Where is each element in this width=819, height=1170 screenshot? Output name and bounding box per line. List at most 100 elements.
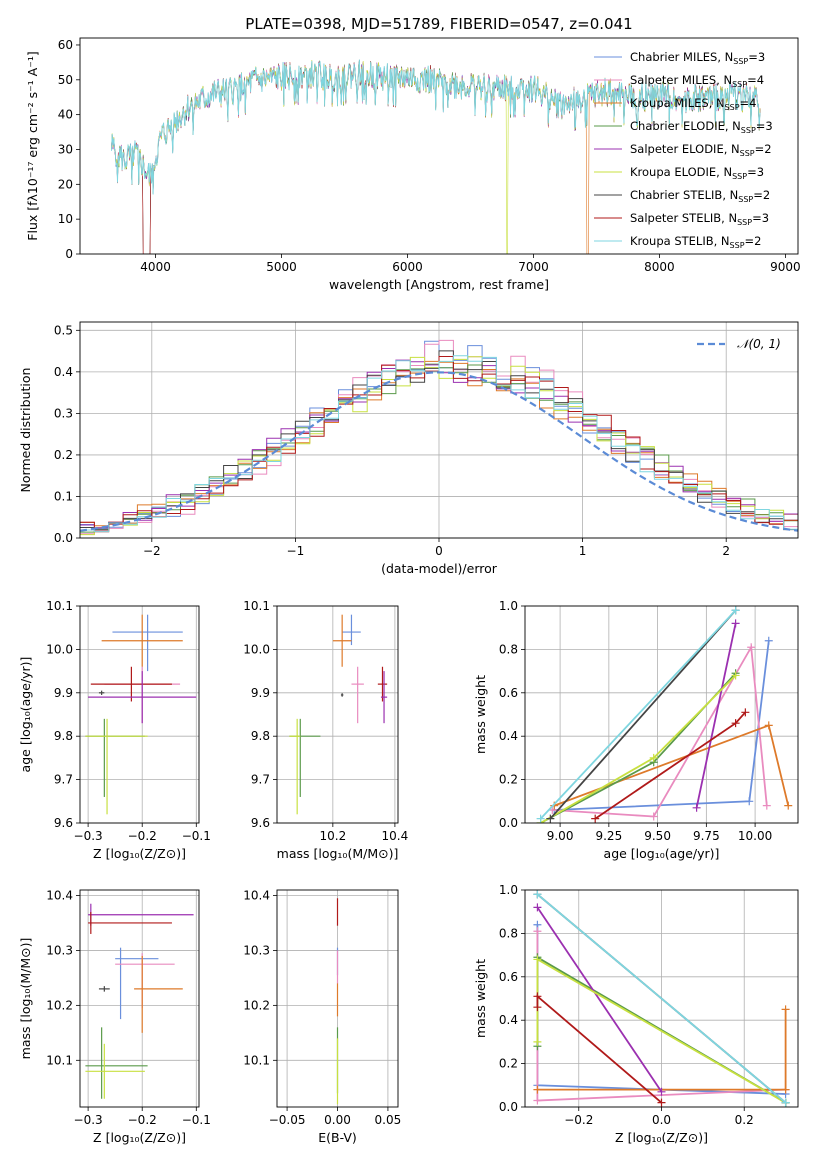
- y-tick-label: 10.1: [46, 1053, 73, 1067]
- plot-area: [85, 903, 194, 1099]
- spectrum-panel: 4000 5000 6000 7000 8000 9000 0 10 20 30 40 50 60 wav…: [25, 37, 801, 292]
- series-chabrier-stelib: [546, 606, 740, 823]
- legend-entry-normal: 𝒩(0, 1): [737, 337, 781, 351]
- errorbar-kroupa-elodie: [85, 718, 148, 815]
- marker: [533, 992, 542, 1001]
- axes-frame: [524, 605, 799, 824]
- y-tick-label: 20: [58, 177, 73, 191]
- y-tick-label: 10: [58, 212, 73, 226]
- x-tick-label: 10.00: [738, 829, 772, 843]
- x-tick-label: 0.2: [735, 1113, 754, 1127]
- errorbar-chabrier-elodie: [85, 1027, 148, 1099]
- series-salpeter-elodie: [533, 903, 666, 1096]
- marker: [533, 1085, 542, 1094]
- errorbar-kroupa-miles: [134, 955, 183, 1033]
- mass-vs-ebv-panel: −0.05 0.00 0.05 10.1 10.2 10.3 10.4 E(B-V): [243, 888, 401, 1145]
- errorbar-chabrier-miles: [115, 947, 159, 1020]
- y-tick-label: 0.0: [499, 1100, 518, 1114]
- y-axis-label: age [log₁₀(age/yr)]: [18, 657, 33, 773]
- grid: [277, 605, 398, 824]
- x-tick-label: −0.3: [74, 829, 103, 843]
- x-axis-label: mass [log₁₀(M/M⊙)]: [277, 846, 399, 861]
- y-tick-label: 9.8: [251, 729, 270, 743]
- y-tick-label: 10.3: [46, 943, 73, 957]
- marker: [781, 1085, 790, 1094]
- errorbar-salpeter-stelib: [88, 911, 172, 934]
- marker: [745, 797, 754, 806]
- marker: [657, 1087, 666, 1096]
- marker: [657, 1098, 666, 1107]
- axes-frame: [524, 889, 799, 1108]
- y-tick-label: 0.8: [499, 926, 518, 940]
- x-tick-label: 9.00: [547, 829, 574, 843]
- y-tick-label: 0.6: [499, 970, 518, 984]
- y-axis-label: Flux [fλ10⁻¹⁷ erg cm⁻² s⁻¹ A⁻¹]: [25, 51, 40, 240]
- x-tick-label: −1: [287, 544, 305, 558]
- axes-frame: [276, 889, 399, 1108]
- y-tick-label: 0.8: [499, 642, 518, 656]
- mass-vs-metallicity-panel: −0.3 −0.2 −0.1 10.1 10.2 10.3 10.4 Z [log₁₀(Z/Z…: [18, 888, 211, 1145]
- y-tick-label: 0.4: [499, 1013, 518, 1027]
- x-tick-label: −0.2: [564, 1113, 593, 1127]
- y-tick-label: 9.7: [54, 773, 73, 787]
- y-tick-label: 9.7: [251, 773, 270, 787]
- axes-frame: [79, 321, 799, 539]
- residuals-panel: −2 −1 0 1 2 0.0 0.1 0.2 0.3 0.4 0.5 (data-model)/er…: [18, 321, 799, 576]
- y-tick-label: 0.1: [54, 489, 73, 503]
- x-tick-label: −0.1: [182, 1113, 211, 1127]
- y-tick-label: 10.0: [46, 642, 73, 656]
- x-tick-label: 0.0: [652, 1113, 671, 1127]
- marker: [731, 619, 740, 628]
- x-tick-label: 10.2: [319, 829, 346, 843]
- figure-title: PLATE=0398, MJD=51789, FIBERID=0547, z=0…: [245, 15, 632, 33]
- x-tick-label: 0.00: [324, 1113, 351, 1127]
- marker: [533, 1037, 542, 1046]
- ticks: −0.2 0.0 0.2 0.0 0.2 0.4 0.6 0.8 1.0: [499, 883, 754, 1127]
- x-tick-label: 5000: [266, 260, 297, 274]
- marker: [692, 803, 701, 812]
- y-tick-label: 0.0: [54, 531, 73, 545]
- marker: [533, 903, 542, 912]
- marker: [533, 955, 542, 964]
- x-tick-label: 6000: [392, 260, 423, 274]
- marker: [533, 927, 542, 936]
- y-tick-label: 0: [65, 247, 73, 261]
- ticks: −0.3 −0.2 −0.1 10.1 10.2 10.3 10.4: [46, 888, 211, 1127]
- x-axis-label: age [log₁₀(age/yr)]: [604, 846, 720, 861]
- x-tick-label: 0.05: [375, 1113, 402, 1127]
- x-tick-label: 9000: [770, 260, 801, 274]
- errorbar-chabrier-miles: [112, 614, 183, 672]
- marker: [731, 606, 740, 615]
- errorbar-chabrier-elodie: [289, 718, 321, 797]
- y-tick-label: 10.0: [243, 642, 270, 656]
- x-tick-label: 1: [579, 544, 587, 558]
- x-tick-label: 9.50: [644, 829, 671, 843]
- series-salpeter-miles: [548, 643, 771, 821]
- errorbar-salpeter-elodie: [380, 671, 388, 724]
- y-axis-label: Normed distribution: [18, 368, 33, 493]
- x-tick-label: −0.05: [269, 1113, 306, 1127]
- marker: [741, 708, 750, 717]
- y-axis-label: mass [log₁₀(M/M⊙)]: [18, 938, 33, 1060]
- x-tick-label: −0.2: [128, 829, 157, 843]
- plot-area: [289, 614, 388, 815]
- legend-entry-salpeter-stelib: Salpeter STELIB, NSSP=3: [630, 211, 769, 227]
- marker: [546, 814, 555, 823]
- y-tick-label: 9.9: [251, 686, 270, 700]
- histogram-chabrier-stelib: [80, 350, 798, 531]
- spectrum-line-kroupa-miles: [111, 61, 761, 254]
- x-tick-label: −0.3: [74, 1113, 103, 1127]
- y-tick-label: 40: [58, 108, 73, 122]
- marker: [649, 753, 658, 762]
- weight-vs-metallicity-panel: −0.2 0.0 0.2 0.0 0.2 0.4 0.6 0.8 1.0 Z [log₁₀(Z/Z…: [473, 883, 799, 1145]
- spectrum-line-chabrier-stelib: [111, 60, 761, 254]
- marker: [781, 1005, 790, 1014]
- y-tick-label: 0.3: [54, 406, 73, 420]
- x-axis-label: (data-model)/error: [381, 561, 498, 576]
- errorbar-chabrier-stelib: [98, 986, 110, 992]
- y-tick-label: 10.1: [46, 599, 73, 613]
- y-tick-label: 0.4: [54, 365, 73, 379]
- x-tick-label: 9.25: [595, 829, 622, 843]
- errorbar-kroupa-miles: [101, 614, 183, 667]
